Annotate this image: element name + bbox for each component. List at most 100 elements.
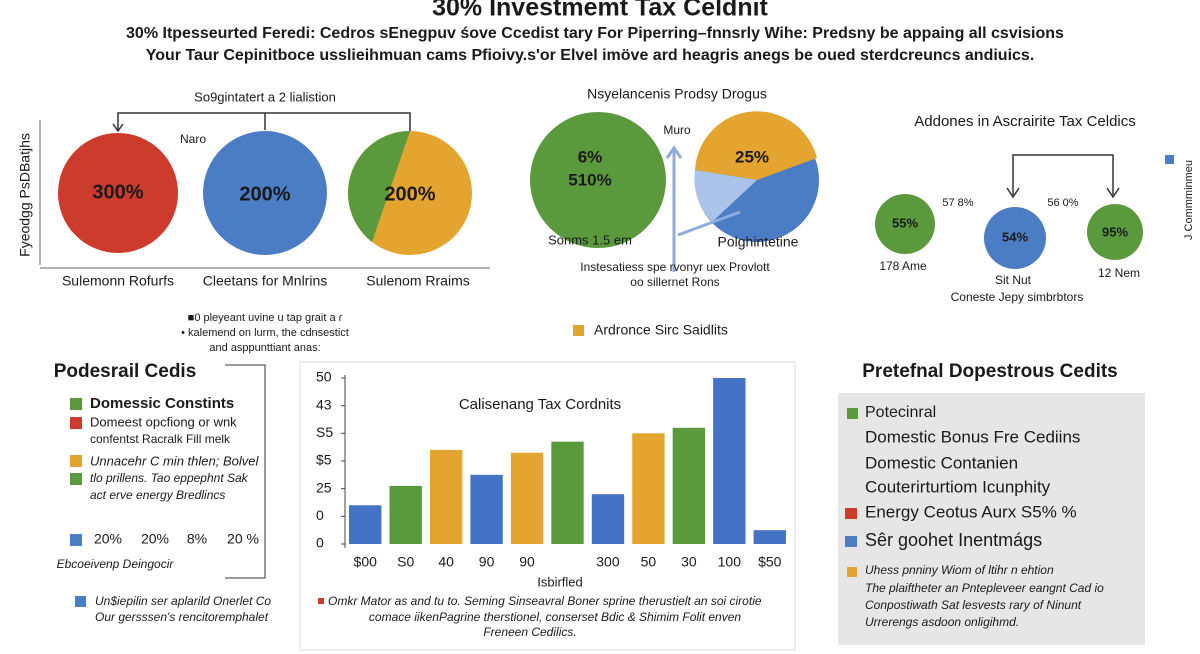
pie-slice <box>694 170 757 222</box>
panel-bg <box>838 393 1145 645</box>
bullet <box>70 455 82 467</box>
circle <box>530 112 666 248</box>
list-item: Couterirturtiom Icunphity <box>865 477 1051 496</box>
x-tick-label: 90 <box>519 554 535 570</box>
panel-title: Pretefnal Dopestrous Cedits <box>862 361 1118 382</box>
x-tick-label: 50 <box>641 554 657 570</box>
legend-swatch <box>573 325 584 336</box>
bullet <box>318 598 324 604</box>
bubble-caption: 178 Ame <box>879 259 927 273</box>
percent: 8% <box>187 531 207 547</box>
decor <box>225 364 266 579</box>
circle <box>1087 204 1143 260</box>
bubble-label: 55% <box>892 215 918 230</box>
legend-swatch <box>1165 155 1174 164</box>
x-tick-label: $50 <box>758 554 782 570</box>
bar <box>713 378 746 544</box>
percent: 20% <box>94 531 122 547</box>
list-item: Potecinral <box>865 404 936 421</box>
panel-title: So9gintatert a 2 lialistion <box>194 89 336 104</box>
x-tick-label: 300 <box>596 554 620 570</box>
list-item: Energy Ceotus Aurx S5% % <box>865 502 1077 521</box>
bubble-caption: 12 Nem <box>1098 266 1140 280</box>
x-tick-label: 100 <box>718 554 742 570</box>
chart-frame <box>299 361 796 651</box>
bullet <box>70 473 82 485</box>
bar <box>429 449 463 544</box>
list-item: confentst Racralk Fill melk <box>90 432 231 446</box>
slice-label: 25% <box>735 147 769 166</box>
note: • kalemend on lurm, the cdnsestict <box>181 327 349 339</box>
bottom-text: Our gersssen's rencitoremphalet <box>95 610 269 624</box>
note: 57 8% <box>942 197 973 209</box>
pie-slice <box>695 111 817 180</box>
y-tick-label: 50 <box>316 369 332 385</box>
y-tick-label: 25 <box>316 479 332 495</box>
y-tick-label: 0 <box>316 507 324 523</box>
decor <box>1006 154 1120 199</box>
bar <box>551 441 584 544</box>
list-item: Domestic Bonus Fre Cediins <box>865 427 1080 446</box>
note: Naro <box>180 132 206 146</box>
panel-title: Addones in Ascrairite Tax Celdics <box>914 113 1136 130</box>
y-tick-label: 0 <box>316 535 324 551</box>
bullet <box>847 567 857 577</box>
caption: oo sillernet Rons <box>630 275 719 289</box>
pie-label: Sonms 1.5 em <box>548 232 632 247</box>
list-item: Uhess pnniny Wiom of ltihr n ehtion <box>865 563 1054 577</box>
list-item: The plaiftheter an Pntepleveer eangnt Ca… <box>865 581 1104 595</box>
percent: 20% <box>141 531 169 547</box>
bottom-text: Un$iepilin ser aplarild Onerlet Co <box>95 594 271 608</box>
title: 30% Investmemt Tax Celdnit <box>432 0 768 22</box>
x-tick-label: 90 <box>479 554 495 570</box>
note: ■0 pleyeant uvine u tap grait a ɾ <box>188 312 343 324</box>
bottom-text: Freneen Cedilics. <box>483 625 576 639</box>
bullet <box>70 534 82 546</box>
circle-label: 200% <box>384 183 435 205</box>
chart-title: Calisenang Tax Cordnits <box>459 396 621 413</box>
bar <box>510 452 544 544</box>
circle <box>58 133 178 253</box>
bullet <box>845 508 857 519</box>
bullet <box>845 536 857 547</box>
list-item: tlo prillens. Tao eppephnt Sak <box>90 471 249 485</box>
list-item: Domestic Contanien <box>865 453 1018 472</box>
bar <box>470 474 503 544</box>
bar <box>349 505 382 544</box>
pie-slice <box>347 131 410 242</box>
note: 56 0% <box>1047 197 1078 209</box>
legend-label: Ardronce Sirc Saidlits <box>594 322 728 338</box>
x-tick-label: $00 <box>354 554 378 570</box>
x-label: Sulemonn Rofurfs <box>62 273 174 289</box>
x-tick-label: S0 <box>397 554 414 570</box>
caption: Coneste Jepy simbrbtors <box>951 290 1084 304</box>
bullet <box>70 417 82 429</box>
panel-title: Podesrail Cedis <box>54 361 197 382</box>
bottom-text: Omkr Mator as and tu to. Seming Sinseavr… <box>328 594 762 608</box>
x-label: Sulenom Rraims <box>366 273 469 289</box>
bar <box>632 433 665 544</box>
subtitle: Your Taur Cepinitboce usslieihmuan cams … <box>146 47 1035 64</box>
bar <box>591 494 625 544</box>
panel-title: Nsyelancenis Prodsy Drogus <box>587 86 767 102</box>
note: Muro <box>663 123 691 137</box>
bottom-text: comace iikenPagrine therstionel, consers… <box>369 610 741 624</box>
list-item: Unnacehr C min thlen; Bolvel <box>90 453 259 468</box>
decor <box>39 112 490 269</box>
list-item: Domeest opcfiong or wnk <box>90 414 237 429</box>
list-item: act erve energy Bredlincs <box>90 488 225 502</box>
list-item: Sêr goohet Inentmágs <box>865 530 1042 550</box>
list-item: Domessic Constints <box>90 395 234 412</box>
x-tick-label: 40 <box>438 554 454 570</box>
subtitle: 30% Itpesseurted Feredi: Cedros sEnegpuv… <box>126 25 1064 42</box>
bar <box>672 427 706 544</box>
circle <box>984 207 1046 269</box>
bullet <box>847 408 858 419</box>
list-item: Urrerengs asdoon onligihmd. <box>865 615 1019 629</box>
bubble-label: 54% <box>1002 229 1028 244</box>
y-tick-label: $5 <box>316 452 332 468</box>
note: and asppunttiant anas: <box>209 342 320 354</box>
percent: 20 % <box>227 531 259 547</box>
bullet <box>70 398 82 410</box>
